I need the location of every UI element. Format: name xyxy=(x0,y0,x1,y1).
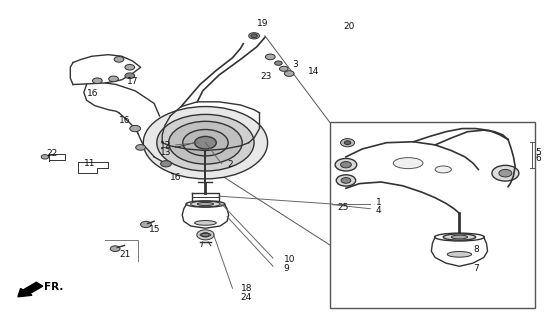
Text: 9: 9 xyxy=(284,264,289,273)
Text: 12: 12 xyxy=(159,141,171,150)
Circle shape xyxy=(92,78,102,84)
Circle shape xyxy=(136,145,145,150)
Text: 19: 19 xyxy=(257,19,268,28)
Text: 17: 17 xyxy=(127,77,139,86)
Text: 24: 24 xyxy=(241,293,252,302)
Circle shape xyxy=(265,54,275,60)
Text: 25: 25 xyxy=(338,203,349,212)
Text: 7: 7 xyxy=(473,264,479,273)
Bar xyxy=(330,122,535,308)
Text: 16: 16 xyxy=(119,116,130,125)
Text: 23: 23 xyxy=(260,72,272,81)
Text: 4: 4 xyxy=(376,206,381,215)
Circle shape xyxy=(335,158,357,171)
Circle shape xyxy=(157,115,254,171)
Circle shape xyxy=(345,141,351,145)
Text: 22: 22 xyxy=(46,149,57,158)
Ellipse shape xyxy=(452,235,467,239)
Circle shape xyxy=(336,175,355,186)
Circle shape xyxy=(492,165,519,181)
Text: 11: 11 xyxy=(84,159,96,168)
Circle shape xyxy=(125,73,135,78)
Circle shape xyxy=(197,230,214,240)
Circle shape xyxy=(109,76,118,82)
Circle shape xyxy=(130,125,140,132)
Circle shape xyxy=(169,121,242,164)
FancyArrow shape xyxy=(18,282,43,297)
Text: 16: 16 xyxy=(87,90,98,99)
Text: FR.: FR. xyxy=(44,282,63,292)
Circle shape xyxy=(341,162,352,168)
Circle shape xyxy=(499,169,512,177)
Circle shape xyxy=(248,33,259,39)
Text: 1: 1 xyxy=(376,198,382,207)
Circle shape xyxy=(194,136,216,149)
Circle shape xyxy=(183,130,228,156)
Circle shape xyxy=(275,61,282,65)
Circle shape xyxy=(161,161,171,167)
Circle shape xyxy=(280,66,288,71)
Circle shape xyxy=(143,107,268,179)
Circle shape xyxy=(201,233,209,237)
Circle shape xyxy=(125,64,135,70)
Circle shape xyxy=(110,246,120,252)
Circle shape xyxy=(341,139,354,147)
Text: 18: 18 xyxy=(241,284,252,293)
Text: 8: 8 xyxy=(473,245,479,254)
Ellipse shape xyxy=(447,252,472,257)
Text: 2: 2 xyxy=(227,160,233,169)
Text: 5: 5 xyxy=(535,148,541,156)
Text: 14: 14 xyxy=(308,68,319,76)
Circle shape xyxy=(114,57,124,62)
Circle shape xyxy=(140,221,151,228)
Circle shape xyxy=(41,155,49,159)
Text: 20: 20 xyxy=(343,22,355,31)
Text: 3: 3 xyxy=(292,60,298,68)
Ellipse shape xyxy=(194,220,216,225)
Text: 21: 21 xyxy=(119,250,130,259)
Text: 6: 6 xyxy=(535,154,541,163)
Text: 16: 16 xyxy=(170,173,182,182)
Circle shape xyxy=(341,178,351,183)
Text: 15: 15 xyxy=(149,225,160,234)
Ellipse shape xyxy=(197,203,213,205)
Text: 13: 13 xyxy=(159,148,171,157)
Text: 10: 10 xyxy=(284,254,295,264)
Ellipse shape xyxy=(443,234,476,240)
Ellipse shape xyxy=(435,166,452,173)
Ellipse shape xyxy=(191,201,220,207)
Circle shape xyxy=(251,34,257,38)
Ellipse shape xyxy=(393,158,423,169)
Circle shape xyxy=(284,71,294,76)
